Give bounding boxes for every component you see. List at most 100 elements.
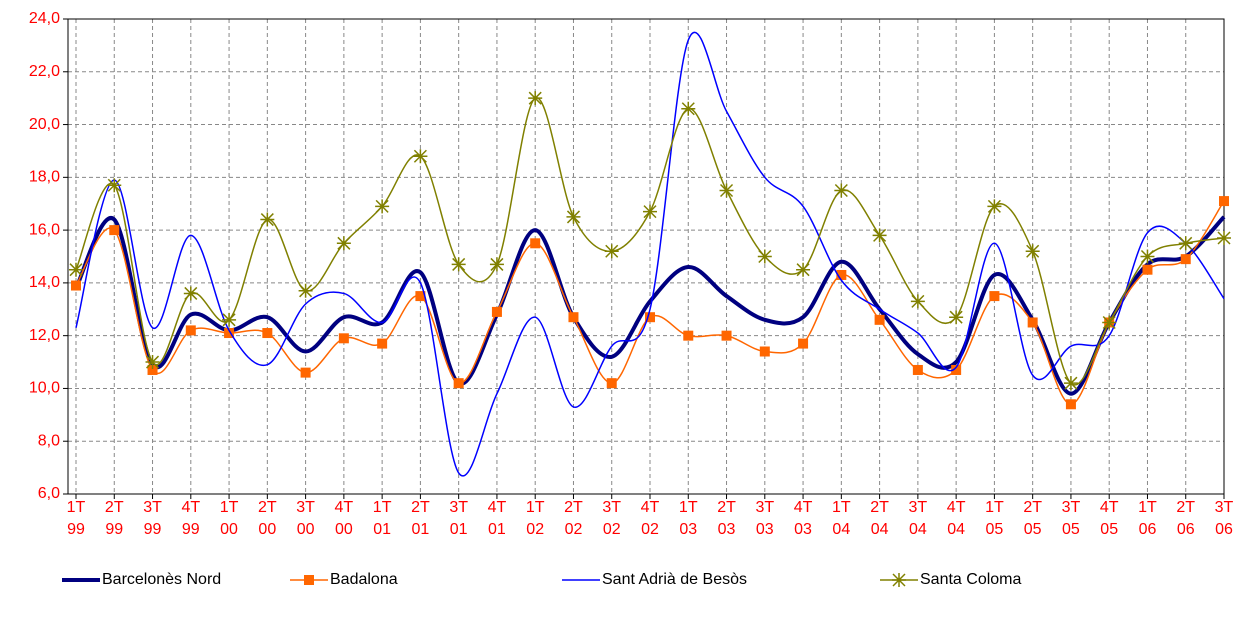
legend-label: Sant Adrià de Besòs	[602, 571, 747, 588]
marker-star	[107, 178, 122, 193]
x-tick-label: 99	[144, 521, 162, 538]
x-tick-label: 1T	[985, 499, 1004, 516]
legend-label: Santa Coloma	[920, 571, 1021, 588]
x-tick-label: 4T	[794, 499, 813, 516]
marker-star	[834, 183, 849, 198]
marker-square	[1219, 196, 1229, 207]
x-tick-label: 1T	[832, 499, 851, 516]
marker-star	[719, 183, 734, 198]
marker-star	[987, 199, 1002, 214]
x-tick-label: 1T	[67, 499, 86, 516]
x-tick-label: 04	[871, 521, 889, 538]
y-tick-label: 12,0	[29, 327, 60, 344]
marker-square	[912, 364, 923, 375]
marker-square	[300, 367, 311, 378]
marker-star	[1140, 249, 1155, 264]
x-tick-label: 05	[1100, 521, 1118, 538]
marker-star	[69, 262, 83, 277]
marker-square	[683, 330, 694, 341]
marker-star	[1102, 315, 1117, 330]
x-tick-label: 3T	[602, 499, 621, 516]
marker-square	[1142, 264, 1153, 275]
marker-square	[645, 312, 655, 323]
marker-square	[759, 346, 770, 357]
x-tick-label: 2T	[258, 499, 277, 516]
x-tick-label: 4T	[1100, 499, 1119, 516]
x-tick-label: 01	[450, 521, 468, 538]
marker-star	[298, 283, 313, 298]
x-tick-label: 2T	[411, 499, 430, 516]
x-tick-label: 06	[1177, 521, 1195, 538]
marker-star	[1063, 376, 1078, 391]
x-tick-label: 2T	[105, 499, 124, 516]
marker-square	[1180, 254, 1191, 265]
x-tick-label: 03	[679, 521, 697, 538]
x-tick-label: 05	[1024, 521, 1042, 538]
x-tick-label: 3T	[1215, 499, 1234, 516]
x-tick-label: 00	[297, 521, 315, 538]
marker-square	[1027, 317, 1038, 328]
marker-star	[872, 228, 887, 243]
marker-star	[145, 355, 160, 370]
x-tick-label: 05	[986, 521, 1004, 538]
x-tick-label: 04	[909, 521, 927, 538]
series-line	[75, 31, 1225, 477]
marker-star	[757, 249, 772, 264]
x-tick-label: 99	[67, 521, 85, 538]
x-tick-label: 00	[220, 521, 238, 538]
legend-marker	[304, 575, 314, 585]
y-tick-label: 16,0	[29, 221, 60, 238]
x-tick-label: 3T	[143, 499, 162, 516]
x-tick-label: 06	[1139, 521, 1157, 538]
marker-star	[949, 310, 964, 325]
marker-star	[1217, 231, 1231, 246]
marker-star	[910, 294, 925, 309]
x-tick-label: 03	[756, 521, 774, 538]
marker-star	[1025, 244, 1040, 259]
marker-square	[415, 291, 426, 302]
marker-square	[338, 333, 349, 344]
marker-star	[796, 262, 811, 277]
marker-star	[604, 244, 619, 259]
y-tick-label: 6,0	[38, 485, 60, 502]
x-tick-label: 1T	[1138, 499, 1157, 516]
x-tick-label: 00	[335, 521, 353, 538]
marker-square	[262, 328, 273, 339]
marker-square	[185, 325, 196, 336]
marker-star	[375, 199, 390, 214]
x-tick-label: 1T	[526, 499, 545, 516]
x-tick-label: 3T	[909, 499, 928, 516]
marker-star	[566, 209, 581, 224]
x-tick-label: 99	[182, 521, 200, 538]
x-tick-label: 3T	[1062, 499, 1081, 516]
marker-square	[721, 330, 732, 341]
marker-star	[260, 212, 275, 227]
marker-star	[681, 101, 696, 116]
x-tick-label: 05	[1062, 521, 1080, 538]
x-tick-label: 99	[105, 521, 123, 538]
marker-square	[989, 291, 1000, 302]
x-tick-label: 4T	[641, 499, 660, 516]
x-tick-label: 1T	[679, 499, 698, 516]
x-tick-label: 4T	[335, 499, 354, 516]
x-tick-label: 04	[947, 521, 965, 538]
marker-square	[836, 269, 847, 280]
x-tick-label: 3T	[296, 499, 315, 516]
y-tick-label: 20,0	[29, 116, 60, 133]
y-tick-label: 18,0	[29, 169, 60, 186]
marker-star	[489, 257, 504, 272]
x-tick-label: 02	[641, 521, 659, 538]
x-tick-label: 4T	[181, 499, 200, 516]
marker-square	[1065, 399, 1076, 410]
marker-square	[71, 280, 81, 291]
marker-square	[224, 328, 235, 339]
x-tick-label: 2T	[717, 499, 736, 516]
marker-star	[222, 312, 237, 327]
series-line	[75, 97, 1225, 386]
x-tick-label: 03	[794, 521, 812, 538]
marker-square	[377, 338, 388, 349]
x-tick-label: 1T	[373, 499, 392, 516]
marker-square	[491, 306, 502, 317]
marker-star	[183, 286, 198, 301]
